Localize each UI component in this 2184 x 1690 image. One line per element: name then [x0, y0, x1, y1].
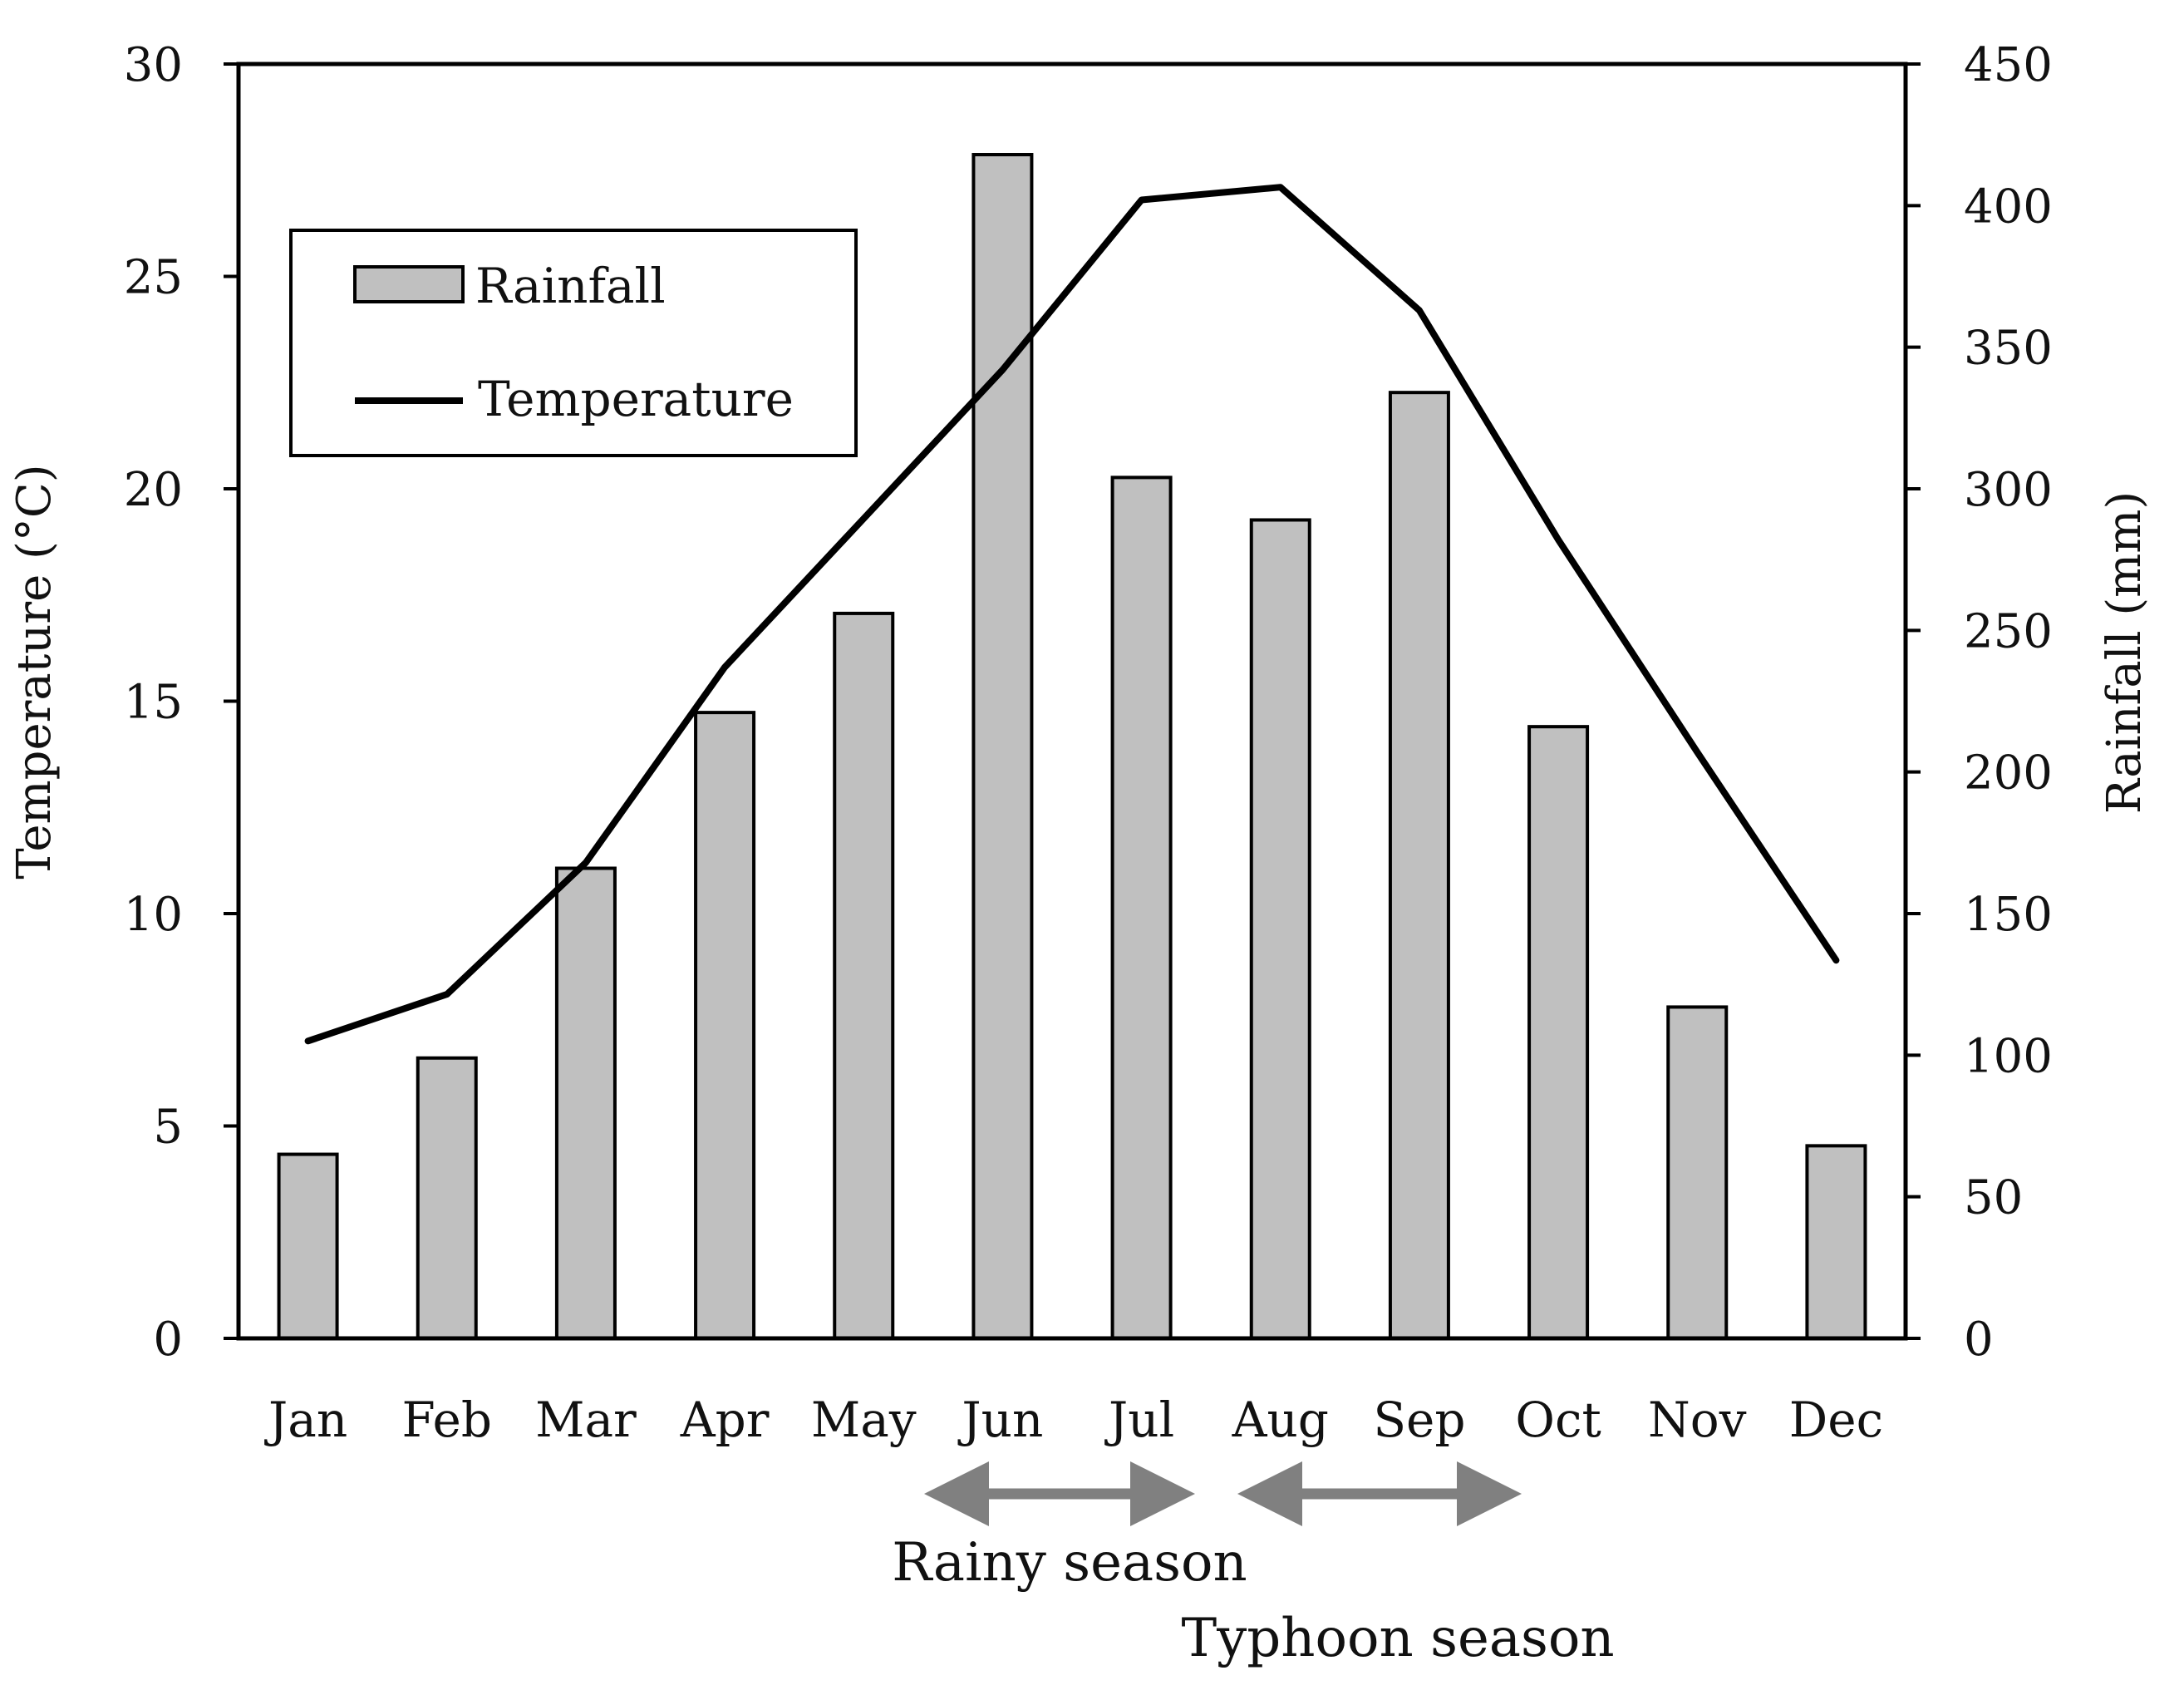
rainfall-bar-apr [694, 711, 756, 1340]
rainfall-bar-may [833, 611, 895, 1340]
x-tick-label-feb: Feb [401, 1392, 492, 1448]
left-tick-label: 30 [124, 38, 183, 92]
x-tick-label-aug: Aug [1232, 1392, 1329, 1448]
left-axis-title: Temperature (°C) [7, 464, 61, 879]
rainfall-bar-aug [1249, 518, 1311, 1340]
left-tick-label: 10 [124, 888, 183, 942]
x-tick-label-nov: Nov [1648, 1392, 1747, 1448]
right-tick-label: 350 [1964, 322, 2053, 376]
rainy-season-label: Rainy season [892, 1532, 1247, 1594]
temperature-line [304, 184, 1840, 1045]
temperature-line-layer [304, 184, 1840, 1045]
x-tick-label-oct: Oct [1515, 1392, 1601, 1448]
x-tick-label-dec: Dec [1789, 1392, 1883, 1448]
rainfall-bar-dec [1805, 1144, 1867, 1341]
x-tick-label-apr: Apr [680, 1392, 770, 1448]
right-tick-label: 100 [1964, 1029, 2053, 1083]
right-tick-label: 450 [1964, 38, 2053, 92]
right-axis-title: Rainfall (mm) [2098, 491, 2152, 814]
legend-temperature-label: Temperature [478, 371, 794, 427]
legend: Rainfall Temperature [289, 229, 858, 457]
x-tick-label-sep: Sep [1373, 1392, 1465, 1448]
x-tick-label-jul: Jul [1104, 1392, 1174, 1448]
x-tick-label-may: May [811, 1392, 917, 1448]
rainfall-bar-jul [1110, 475, 1173, 1341]
left-tick-label: 20 [124, 463, 183, 517]
right-tick-label: 150 [1964, 888, 2053, 942]
rainfall-bar-jun [971, 153, 1034, 1341]
left-axis: 0 5 10 15 20 25 30 [124, 38, 239, 1367]
typhoon-season-label: Typhoon season [1181, 1608, 1614, 1669]
right-tick-label: 400 [1964, 180, 2053, 234]
right-tick-label: 200 [1964, 746, 2053, 801]
legend-rainfall-label: Rainfall [475, 258, 666, 314]
x-tick-label-jan: Jan [264, 1392, 347, 1448]
x-tick-label-mar: Mar [535, 1392, 637, 1448]
rainfall-bar-mar [554, 866, 617, 1340]
left-tick-label: 5 [153, 1101, 183, 1155]
rainfall-bars [277, 153, 1867, 1341]
x-axis: Jan Feb Mar Apr May Jun Jul Aug Sep Oct Nov Dec [264, 1392, 1883, 1448]
rainfall-bar-feb [416, 1056, 478, 1340]
left-tick-label: 15 [124, 676, 183, 730]
right-tick-label: 50 [1964, 1171, 2023, 1225]
right-tick-label: 300 [1964, 463, 2053, 517]
rainfall-bar-nov [1666, 1005, 1729, 1341]
left-tick-label: 25 [124, 251, 183, 305]
rainfall-bar-oct [1527, 725, 1590, 1340]
right-axis: 0 50 100 150 200 250 300 350 400 450 [1906, 38, 2053, 1367]
x-tick-label-jun: Jun [957, 1392, 1043, 1448]
left-tick-label: 0 [153, 1313, 183, 1367]
legend-rainfall-swatch [353, 265, 465, 303]
right-tick-label: 0 [1964, 1313, 1994, 1367]
rainfall-bar-sep [1388, 391, 1450, 1340]
rainfall-bar-jan [277, 1152, 339, 1340]
right-tick-label: 250 [1964, 604, 2053, 658]
season-annotations: Rainy season Typhoon season [892, 1461, 1615, 1669]
